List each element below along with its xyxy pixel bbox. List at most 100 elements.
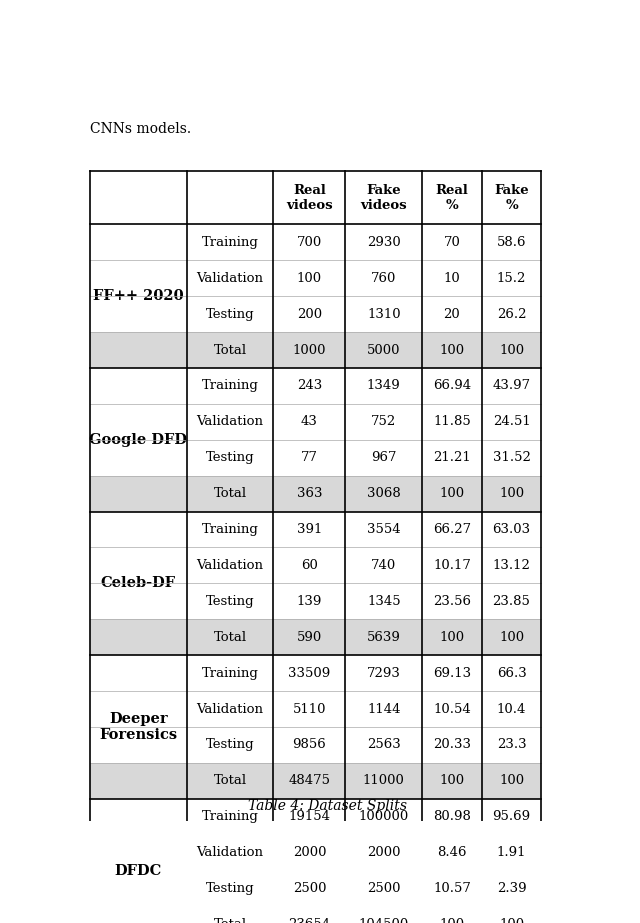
Bar: [90, 727, 541, 762]
Text: 11.85: 11.85: [433, 415, 471, 428]
Text: 43: 43: [301, 415, 318, 428]
Bar: [90, 224, 541, 260]
Text: 10.54: 10.54: [433, 702, 471, 715]
Text: 139: 139: [297, 594, 322, 608]
Text: 3554: 3554: [367, 523, 401, 536]
Text: 2930: 2930: [367, 236, 401, 249]
Bar: [90, 332, 541, 368]
Bar: [90, 906, 541, 923]
Text: 700: 700: [297, 236, 322, 249]
Text: 1349: 1349: [367, 379, 401, 392]
Text: Training: Training: [202, 523, 259, 536]
Text: FF++ 2020: FF++ 2020: [93, 289, 184, 304]
Text: 100: 100: [440, 917, 465, 923]
Text: 23.56: 23.56: [433, 594, 471, 608]
Text: 24.51: 24.51: [493, 415, 531, 428]
Text: 43.97: 43.97: [492, 379, 531, 392]
Bar: [90, 834, 541, 870]
Text: 3068: 3068: [367, 487, 401, 500]
Text: 5110: 5110: [292, 702, 326, 715]
Text: Validation: Validation: [196, 846, 264, 859]
Text: 69.13: 69.13: [433, 666, 471, 679]
Text: 9856: 9856: [292, 738, 326, 751]
Text: Total: Total: [214, 630, 246, 643]
Text: 1345: 1345: [367, 594, 401, 608]
Text: 13.12: 13.12: [493, 559, 531, 572]
Text: 100: 100: [440, 630, 465, 643]
Text: 5000: 5000: [367, 343, 401, 356]
Text: 20: 20: [444, 307, 460, 320]
Text: 2000: 2000: [292, 846, 326, 859]
Text: 58.6: 58.6: [497, 236, 526, 249]
Text: Deeper
Forensics: Deeper Forensics: [99, 712, 177, 742]
Text: 77: 77: [301, 451, 318, 464]
Bar: [90, 368, 541, 404]
Text: Testing: Testing: [205, 307, 254, 320]
Text: 2000: 2000: [367, 846, 401, 859]
Text: 66.27: 66.27: [433, 523, 471, 536]
Text: 10.57: 10.57: [433, 882, 471, 895]
Text: Testing: Testing: [205, 451, 254, 464]
Text: 48475: 48475: [289, 774, 330, 787]
Text: 10: 10: [444, 271, 460, 285]
Text: 200: 200: [297, 307, 322, 320]
Text: 104500: 104500: [358, 917, 409, 923]
Text: Training: Training: [202, 236, 259, 249]
Bar: [90, 260, 541, 296]
Text: 10.17: 10.17: [433, 559, 471, 572]
Text: Validation: Validation: [196, 559, 264, 572]
Text: Validation: Validation: [196, 271, 264, 285]
Text: 1144: 1144: [367, 702, 401, 715]
Bar: [90, 547, 541, 583]
Text: 100: 100: [499, 917, 524, 923]
Text: 31.52: 31.52: [493, 451, 531, 464]
Text: Fake
videos: Fake videos: [360, 184, 407, 211]
Text: 760: 760: [371, 271, 397, 285]
Text: 7293: 7293: [367, 666, 401, 679]
Bar: [90, 440, 541, 475]
Bar: [90, 762, 541, 798]
Text: Real
%: Real %: [436, 184, 468, 211]
Text: 11000: 11000: [363, 774, 404, 787]
Text: Total: Total: [214, 774, 246, 787]
Text: 19154: 19154: [289, 810, 330, 823]
Text: 100000: 100000: [358, 810, 409, 823]
Text: 23654: 23654: [289, 917, 330, 923]
Text: Real
videos: Real videos: [286, 184, 333, 211]
Text: 590: 590: [297, 630, 322, 643]
Text: 10.4: 10.4: [497, 702, 526, 715]
Text: 80.98: 80.98: [433, 810, 471, 823]
Text: 391: 391: [297, 523, 322, 536]
Bar: [90, 171, 541, 224]
Bar: [90, 619, 541, 655]
Text: Table 4: Dataset Splits: Table 4: Dataset Splits: [248, 798, 408, 813]
Text: 8.46: 8.46: [437, 846, 467, 859]
Bar: [90, 655, 541, 691]
Text: Google DFD: Google DFD: [90, 433, 188, 447]
Text: 967: 967: [371, 451, 397, 464]
Text: 23.85: 23.85: [493, 594, 531, 608]
Bar: [90, 475, 541, 511]
Text: Validation: Validation: [196, 415, 264, 428]
Bar: [90, 870, 541, 906]
Text: 1.91: 1.91: [497, 846, 526, 859]
Bar: [90, 511, 541, 547]
Text: 100: 100: [499, 630, 524, 643]
Text: 63.03: 63.03: [492, 523, 531, 536]
Text: 100: 100: [440, 774, 465, 787]
Text: DFDC: DFDC: [115, 864, 162, 878]
Text: Celeb-DF: Celeb-DF: [100, 576, 176, 591]
Text: 1000: 1000: [292, 343, 326, 356]
Text: Testing: Testing: [205, 882, 254, 895]
Bar: [90, 296, 541, 332]
Text: Total: Total: [214, 343, 246, 356]
Text: Fake
%: Fake %: [494, 184, 529, 211]
Text: 100: 100: [440, 343, 465, 356]
Text: 740: 740: [371, 559, 396, 572]
Text: Testing: Testing: [205, 594, 254, 608]
Text: 2563: 2563: [367, 738, 401, 751]
Text: 100: 100: [499, 343, 524, 356]
Text: 100: 100: [297, 271, 322, 285]
Text: 15.2: 15.2: [497, 271, 526, 285]
Text: Validation: Validation: [196, 702, 264, 715]
